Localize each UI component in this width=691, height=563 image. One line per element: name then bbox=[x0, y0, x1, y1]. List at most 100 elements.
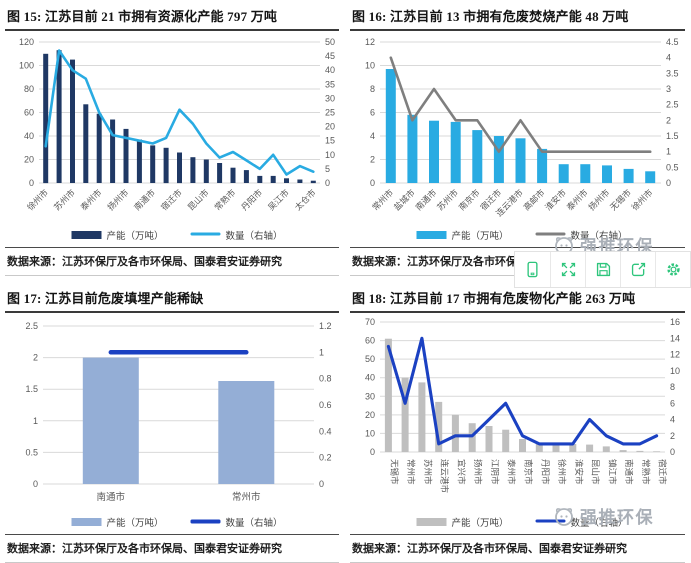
svg-text:10: 10 bbox=[365, 61, 375, 71]
svg-text:25: 25 bbox=[325, 108, 335, 118]
svg-text:2: 2 bbox=[670, 431, 675, 441]
svg-text:淮安市: 淮安市 bbox=[574, 459, 584, 485]
svg-text:1.5: 1.5 bbox=[666, 131, 679, 141]
svg-text:100: 100 bbox=[19, 61, 34, 71]
svg-text:常州市: 常州市 bbox=[232, 491, 261, 503]
svg-text:0: 0 bbox=[33, 479, 38, 489]
svg-text:60: 60 bbox=[24, 108, 34, 118]
svg-text:0: 0 bbox=[666, 178, 671, 188]
svg-text:吴江市: 吴江市 bbox=[266, 187, 291, 212]
share-icon bbox=[631, 262, 645, 277]
svg-text:泰州市: 泰州市 bbox=[565, 187, 590, 212]
svg-text:南通市: 南通市 bbox=[624, 459, 634, 485]
svg-text:产能（万吨）: 产能（万吨） bbox=[452, 230, 509, 242]
svg-text:徐州市: 徐州市 bbox=[630, 187, 655, 212]
svg-text:南京市: 南京市 bbox=[457, 187, 482, 212]
svg-text:泰州市: 泰州市 bbox=[507, 459, 517, 485]
svg-text:12: 12 bbox=[365, 37, 375, 47]
svg-text:淮安市: 淮安市 bbox=[543, 187, 568, 212]
action-toolbar bbox=[514, 251, 691, 288]
svg-text:8: 8 bbox=[370, 84, 375, 94]
svg-text:产能（万吨）: 产能（万吨） bbox=[107, 230, 164, 242]
svg-text:3.5: 3.5 bbox=[666, 68, 679, 78]
svg-text:1.2: 1.2 bbox=[319, 321, 332, 331]
chart-svg: 0 0.5 1 1.5 2 2.5 0 0.2 0.4 0.6 0.8 1 1.2 南通市 常州市产能（万吨… bbox=[25, 321, 332, 529]
svg-text:苏州市: 苏州市 bbox=[423, 459, 433, 485]
svg-text:6: 6 bbox=[370, 108, 375, 118]
chart-svg: 0 20 40 60 80 100 120 0 5 10 15 20 25 30 35 40 45 50 徐州市 苏州… bbox=[19, 37, 335, 242]
svg-text:2: 2 bbox=[666, 115, 671, 125]
svg-text:2.5: 2.5 bbox=[25, 321, 38, 331]
svg-text:2.5: 2.5 bbox=[666, 100, 679, 110]
chart-svg: 0 2 4 6 8 10 12 0 0.5 1 1.5 2 2.5 3 3.5 4 4.5 常州市盐城市南通市苏州… bbox=[365, 37, 679, 242]
figure-16-title: 图 16: 江苏目前 13 市拥有危废焚烧产能 48 万吨 bbox=[350, 2, 685, 31]
svg-text:连云港市: 连云港市 bbox=[440, 459, 450, 494]
svg-text:0.2: 0.2 bbox=[319, 453, 332, 463]
share-button[interactable] bbox=[620, 252, 655, 287]
svg-text:常州市: 常州市 bbox=[370, 187, 395, 212]
svg-text:20: 20 bbox=[325, 122, 335, 132]
settings-button[interactable] bbox=[655, 252, 690, 287]
svg-text:苏州市: 苏州市 bbox=[435, 187, 460, 212]
figure-16: 图 16: 江苏目前 13 市拥有危废焚烧产能 48 万吨 0 2 4 6 8 10 12 0… bbox=[345, 0, 691, 276]
svg-text:数量（右轴）: 数量（右轴） bbox=[226, 230, 283, 242]
svg-text:南通市: 南通市 bbox=[97, 491, 126, 503]
svg-text:0: 0 bbox=[29, 178, 34, 188]
svg-text:15: 15 bbox=[325, 136, 335, 146]
figure-15-title: 图 15: 江苏目前 21 市拥有资源化产能 797 万吨 bbox=[5, 2, 339, 31]
svg-text:4: 4 bbox=[666, 53, 671, 63]
svg-text:数量（右轴）: 数量（右轴） bbox=[571, 517, 628, 529]
svg-text:20: 20 bbox=[365, 410, 375, 420]
svg-text:0.8: 0.8 bbox=[319, 374, 332, 384]
svg-text:常熟市: 常熟市 bbox=[212, 187, 237, 212]
svg-text:徐州市: 徐州市 bbox=[557, 459, 567, 485]
svg-text:10: 10 bbox=[670, 366, 680, 376]
svg-text:泰州市: 泰州市 bbox=[79, 187, 104, 212]
figure-17-source: 数据来源：江苏环保厅及各市环保局、国泰君安证券研究 bbox=[5, 534, 339, 563]
figure-17-chart: 0 0.5 1 1.5 2 2.5 0 0.2 0.4 0.6 0.8 1 1.2 南通市 常州市 产能（万吨… bbox=[5, 314, 339, 534]
svg-text:0.6: 0.6 bbox=[319, 400, 332, 410]
figure-16-chart: 0 2 4 6 8 10 12 0 0.5 1 1.5 2 2.5 3 3.5 4 4.5 常州市 盐城市 南通市 苏州… bbox=[350, 32, 685, 247]
svg-text:宿迁市: 宿迁市 bbox=[159, 187, 184, 212]
svg-text:50: 50 bbox=[325, 37, 335, 47]
svg-text:10: 10 bbox=[325, 150, 335, 160]
svg-text:4.5: 4.5 bbox=[666, 37, 679, 47]
svg-text:扬州市: 扬州市 bbox=[105, 187, 130, 212]
fullscreen-button[interactable] bbox=[550, 252, 585, 287]
svg-text:4: 4 bbox=[370, 131, 375, 141]
figure-17-title: 图 17: 江苏目前危废填埋产能稀缺 bbox=[5, 284, 339, 313]
mobile-preview-button[interactable] bbox=[515, 252, 550, 287]
chart-svg: 0 10 20 30 40 50 60 70 0 2 4 6 8 10 12 14 16 无锡市 常州市 苏州市 连云港… bbox=[365, 317, 680, 529]
figure-18-title: 图 18: 江苏目前 17 市拥有危废物化产能 263 万吨 bbox=[350, 284, 685, 313]
svg-text:20: 20 bbox=[24, 155, 34, 165]
svg-text:宿迁市: 宿迁市 bbox=[658, 459, 668, 485]
svg-text:太仓市: 太仓市 bbox=[293, 187, 318, 212]
svg-text:40: 40 bbox=[325, 65, 335, 75]
svg-text:0: 0 bbox=[370, 447, 375, 457]
svg-text:常州市: 常州市 bbox=[406, 459, 416, 485]
svg-text:14: 14 bbox=[670, 333, 680, 343]
svg-text:苏州市: 苏州市 bbox=[52, 187, 77, 212]
svg-text:无锡市: 无锡市 bbox=[608, 187, 633, 212]
svg-text:10: 10 bbox=[365, 428, 375, 438]
svg-text:扬州市: 扬州市 bbox=[473, 459, 483, 485]
figure-15-source: 数据来源：江苏环保厅及各市环保局、国泰君安证券研究 bbox=[5, 247, 339, 276]
svg-text:0: 0 bbox=[370, 178, 375, 188]
save-button[interactable] bbox=[585, 252, 620, 287]
svg-text:40: 40 bbox=[365, 373, 375, 383]
svg-text:0.5: 0.5 bbox=[666, 162, 679, 172]
svg-text:50: 50 bbox=[365, 354, 375, 364]
svg-text:徐州市: 徐州市 bbox=[25, 187, 50, 212]
svg-text:无锡市: 无锡市 bbox=[389, 459, 399, 485]
svg-text:2: 2 bbox=[370, 155, 375, 165]
figure-17: 图 17: 江苏目前危废填埋产能稀缺 0 0.5 1 1.5 2 2.5 0 0.2 0.4 0.… bbox=[0, 282, 345, 563]
svg-text:产能（万吨）: 产能（万吨） bbox=[107, 517, 164, 529]
figure-15-chart: 0 20 40 60 80 100 120 0 5 10 15 20 25 30 35 40 45 50 徐州市 苏州… bbox=[5, 32, 339, 247]
save-icon bbox=[596, 262, 610, 277]
figure-18-source: 数据来源：江苏环保厅及各市环保局、国泰君安证券研究 bbox=[350, 534, 685, 563]
watermark-text: 强推环保 bbox=[580, 508, 654, 527]
svg-text:40: 40 bbox=[24, 131, 34, 141]
svg-text:丹阳市: 丹阳市 bbox=[540, 459, 550, 485]
svg-text:宜兴市: 宜兴市 bbox=[456, 459, 466, 485]
